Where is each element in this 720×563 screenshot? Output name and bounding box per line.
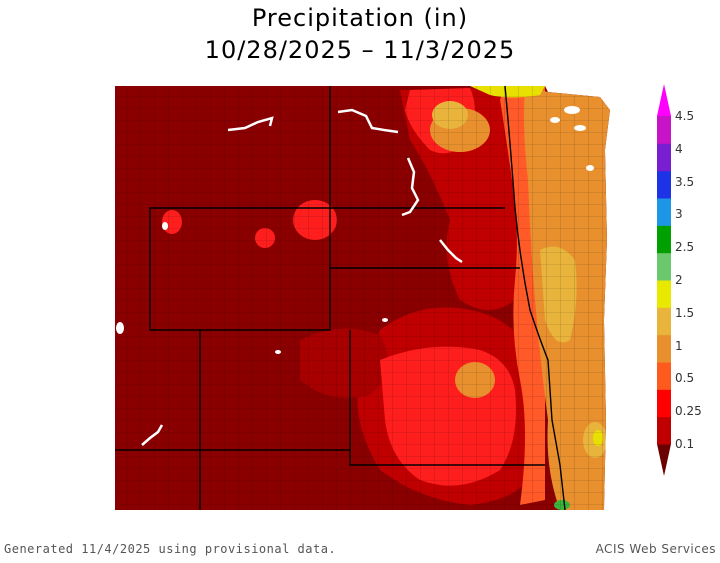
legend-label: 2.5 xyxy=(675,240,695,255)
legend-swatch xyxy=(657,198,671,226)
state-borders xyxy=(115,86,566,510)
legend-label: 0.25 xyxy=(675,404,702,419)
legend-swatch xyxy=(657,170,671,199)
legend-swatch xyxy=(657,307,671,336)
legend-label: 4.5 xyxy=(675,109,695,123)
legend-swatch xyxy=(657,84,671,116)
legend-label: 0.1 xyxy=(675,437,695,451)
map-date-range: 10/28/2025 – 11/3/2025 xyxy=(204,36,516,64)
footer-credit: ACIS Web Services xyxy=(595,542,716,556)
legend-label: 3 xyxy=(675,207,683,222)
lakes xyxy=(116,106,594,354)
legend-swatch xyxy=(657,416,671,445)
legend-label: 1.5 xyxy=(675,305,695,320)
county-lines xyxy=(115,86,610,510)
water-features xyxy=(141,108,463,446)
legend-swatch xyxy=(657,225,671,254)
legend-label: 1 xyxy=(675,338,683,353)
legend-label: 0.5 xyxy=(675,371,695,386)
footer-generated-note: Generated 11/4/2025 using provisional da… xyxy=(4,542,337,556)
legend-swatch xyxy=(657,143,671,172)
legend-swatch xyxy=(657,362,671,390)
legend-swatch xyxy=(657,444,671,476)
legend-swatch xyxy=(657,389,671,418)
legend-swatch xyxy=(657,116,671,144)
map-title: Precipitation (in) xyxy=(251,4,469,32)
legend-label: 4 xyxy=(675,141,683,156)
legend-swatch xyxy=(657,252,671,281)
legend-label: 3.5 xyxy=(675,174,695,189)
legend-swatch xyxy=(657,280,671,308)
legend-label: 2 xyxy=(675,273,683,287)
legend-swatch xyxy=(657,334,671,363)
map-body xyxy=(115,86,610,510)
legend-colorbar xyxy=(657,84,671,476)
